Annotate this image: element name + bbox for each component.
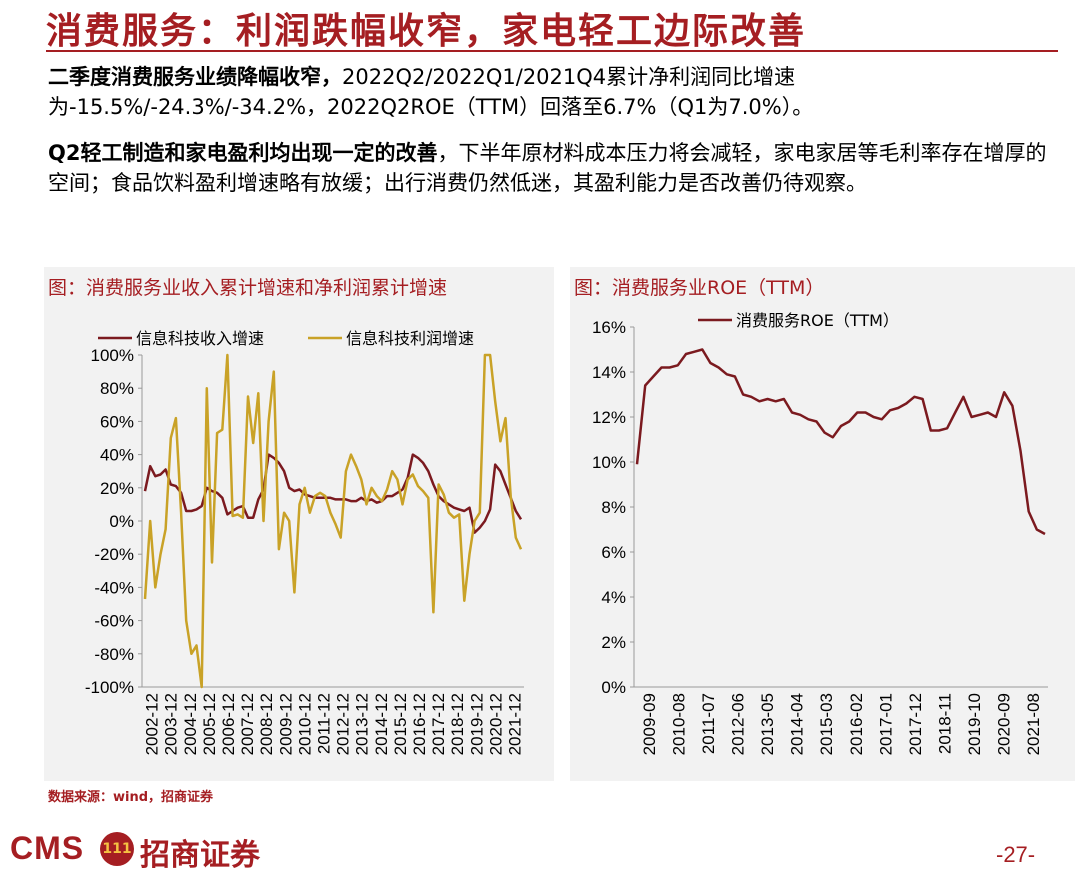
roe-chart-panel: 图：消费服务业ROE（TTM） 0% 2% 4% 6% 8% 10% 12% 14% 16% 20…	[570, 267, 1075, 781]
roe-chart: 0% 2% 4% 6% 8% 10% 12% 14% 16% 2009-09 2010-08 2011…	[592, 311, 1048, 755]
x-tick-label: 2008-12	[257, 693, 276, 755]
x-tick-label: 2012-06	[729, 693, 748, 755]
x-tick-label: 2007-12	[238, 693, 257, 755]
y-tick-label: -80%	[94, 645, 134, 664]
y-tick-label: 0%	[109, 512, 134, 531]
x-tick-label: 2013-05	[758, 693, 777, 755]
page-title: 消费服务：利润跌幅收窄，家电轻工边际改善	[46, 11, 807, 52]
x-tick-label: 2016-12	[410, 693, 429, 755]
y-tick-label: 12%	[592, 408, 626, 427]
x-tick-label: 2011-07	[699, 693, 718, 754]
x-tick-label: 2006-12	[219, 693, 238, 755]
x-tick-label: 2014-04	[788, 693, 807, 755]
growth-chart: -100% -80% -60% -40% -20% 0% 20% 40% 60% 80% 100% 2…	[85, 329, 525, 755]
x-tick-label: 2002-12	[143, 693, 162, 755]
x-tick-label: 2011-12	[314, 693, 333, 754]
legend-label-2: 信息科技利润增速	[346, 329, 474, 348]
y-tick-label: 20%	[100, 479, 134, 498]
y-tick-label: 4%	[601, 588, 626, 607]
x-tick-label: 2021-12	[505, 693, 524, 755]
x-tick-label: 2017-12	[429, 693, 448, 755]
x-tick-label: 2018-12	[448, 693, 467, 755]
page-number: -27-	[996, 842, 1036, 867]
y-tick-label: 80%	[100, 379, 134, 398]
y-tick-label: 6%	[601, 543, 626, 562]
x-tick-label: 2004-12	[181, 693, 200, 755]
x-tick-label: 2010-08	[669, 693, 688, 755]
y-tick-label: 100%	[91, 346, 134, 365]
x-tick-label: 2005-12	[200, 693, 219, 755]
legend-label-1: 信息科技收入增速	[136, 329, 264, 348]
x-tick-label: 2016-02	[847, 693, 866, 755]
x-tick-label: 2021-08	[1024, 693, 1043, 755]
x-tick-label: 2010-12	[295, 693, 314, 755]
x-tick-label: 2018-11	[936, 693, 955, 754]
y-tick-label: 8%	[601, 498, 626, 517]
y-tick-label: 0%	[601, 678, 626, 697]
y-tick-label: 16%	[592, 318, 626, 337]
series-line-1	[635, 348, 1046, 536]
x-tick-label: 2015-03	[817, 693, 836, 755]
x-tick-label: 2012-12	[334, 693, 353, 755]
logo-company-name: 招商证券	[140, 838, 260, 873]
title-divider	[46, 50, 1058, 52]
x-tick-label: 2003-12	[162, 693, 181, 755]
y-tick-label: 60%	[100, 412, 134, 431]
logo-badge-icon: 111	[100, 832, 134, 866]
y-tick-label: -60%	[94, 612, 134, 631]
x-tick-label: 2020-09	[995, 693, 1014, 755]
data-source-note: 数据来源：wind，招商证券	[48, 790, 214, 805]
growth-chart-title: 图：消费服务业收入累计增速和净利润累计增速	[48, 277, 448, 299]
x-tick-label: 2017-01	[876, 693, 895, 755]
y-tick-label: -100%	[85, 678, 134, 697]
series-line-1	[143, 453, 523, 534]
x-tick-label: 2015-12	[391, 693, 410, 755]
y-tick-label: 10%	[592, 453, 626, 472]
y-tick-label: -40%	[94, 578, 134, 597]
y-tick-label: 2%	[601, 633, 626, 652]
series-line-2	[143, 353, 523, 689]
x-tick-label: 2017-12	[906, 693, 925, 755]
summary-paragraph-2: Q2轻工制造和家电盈利均出现一定的改善，下半年原材料成本压力将会减轻，家电家居等…	[48, 138, 1048, 198]
summary-1-text: 2022Q2/2022Q1/2021Q4累计净利润同比增速为-15.5%/-24…	[48, 65, 814, 119]
x-tick-label: 2014-12	[372, 693, 391, 755]
legend-label-1: 消费服务ROE（TTM）	[736, 311, 899, 330]
roe-chart-title: 图：消费服务业ROE（TTM）	[574, 277, 825, 299]
x-tick-label: 2019-12	[467, 693, 486, 755]
y-tick-label: 14%	[592, 363, 626, 382]
x-tick-label: 2020-12	[486, 693, 505, 755]
y-tick-label: -20%	[94, 545, 134, 564]
x-tick-label: 2013-12	[353, 693, 372, 755]
summary-paragraph-1: 二季度消费服务业绩降幅收窄，2022Q2/2022Q1/2021Q4累计净利润同…	[48, 62, 1048, 122]
summary-2-text: ，下半年原材料成本压力将会减轻，家电家居等毛利率存在增厚的空间；食品饮料盈利增速…	[48, 141, 1047, 195]
logo-cms-text: CMS	[10, 830, 85, 866]
x-tick-label: 2009-12	[276, 693, 295, 755]
summary-2-lead: Q2轻工制造和家电盈利均出现一定的改善	[48, 141, 438, 165]
growth-chart-panel: 图：消费服务业收入累计增速和净利润累计增速 -100% -80% -60% -40% -…	[44, 267, 554, 781]
x-tick-label: 2019-10	[965, 693, 984, 755]
summary-1-lead: 二季度消费服务业绩降幅收窄，	[48, 65, 342, 89]
x-tick-label: 2009-09	[640, 693, 659, 755]
y-tick-label: 40%	[100, 446, 134, 465]
